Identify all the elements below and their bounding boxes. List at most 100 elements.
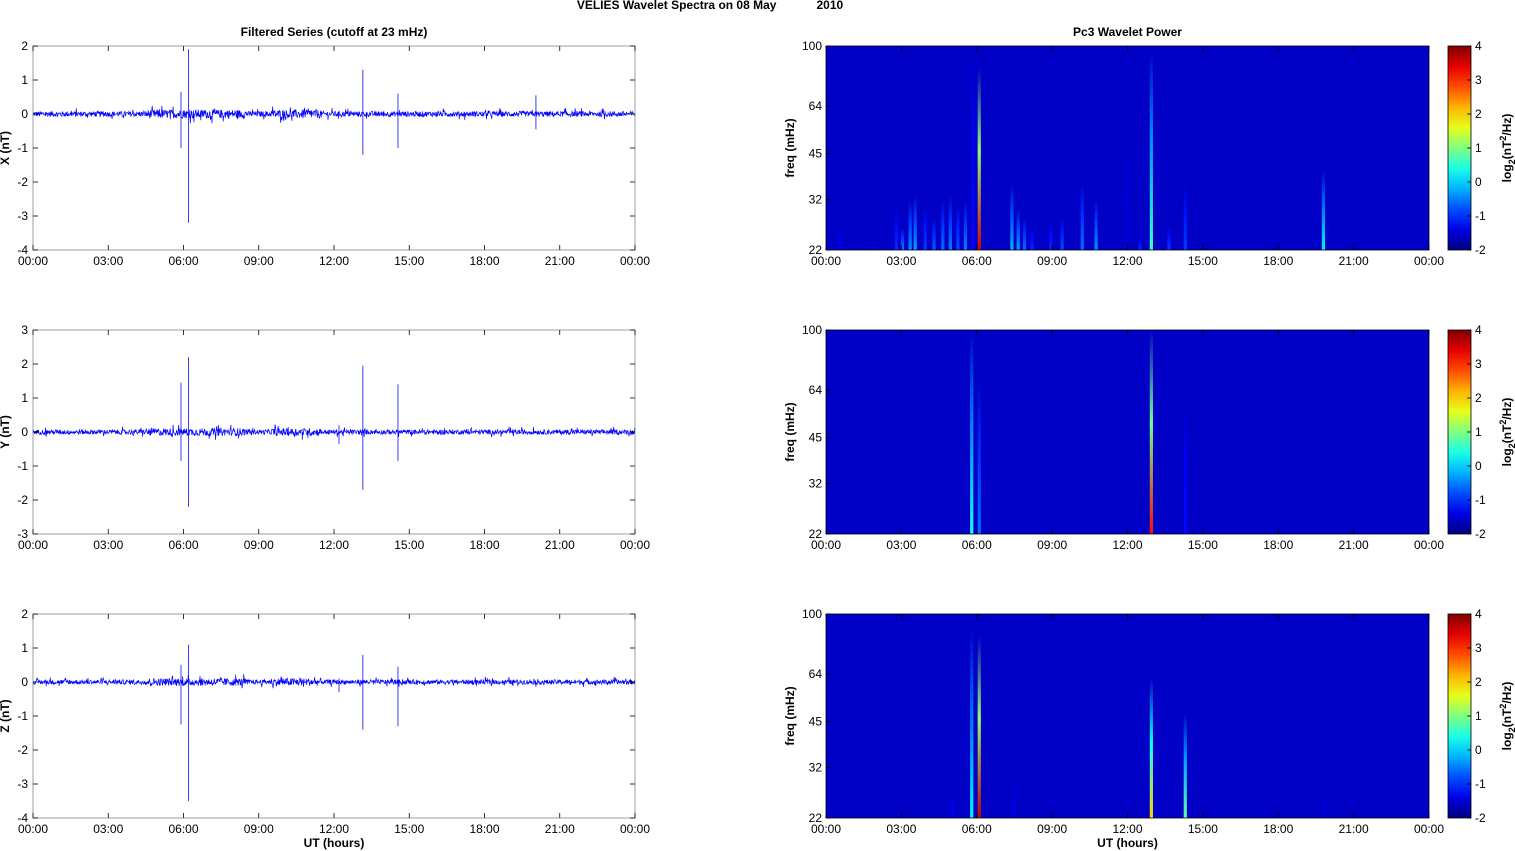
power-streak	[1060, 217, 1064, 250]
x-tick-label: 21:00	[1339, 538, 1369, 552]
y-tick-label: -1	[17, 459, 28, 473]
colorbar-label: log2(nT2/Hz)	[1498, 398, 1515, 467]
y-tick-label: 1	[21, 641, 28, 655]
power-streak	[901, 227, 905, 250]
y-tick-label: 100	[802, 323, 822, 337]
colorbar-tick-label: 4	[1475, 39, 1482, 53]
x-tick-label: 18:00	[1263, 254, 1293, 268]
colorbar-label-part: (nT	[1500, 708, 1514, 727]
power-streak	[1124, 139, 1128, 250]
power-streak	[977, 378, 981, 534]
y-tick-label: 3	[21, 323, 28, 337]
series-line	[32, 424, 636, 440]
x-tick-label: 12:00	[319, 822, 349, 836]
x-tick-label: 18:00	[469, 254, 499, 268]
y-tick-label: -2	[17, 493, 28, 507]
y-axis-label: freq (mHz)	[783, 686, 797, 745]
y-tick-label: 64	[809, 667, 823, 681]
x-tick-label: 00:00	[811, 822, 841, 836]
power-streak	[951, 795, 955, 818]
colorbar-label-sup: 2	[1498, 420, 1508, 425]
colorbar-tick-label: -2	[1475, 243, 1486, 257]
y-tick-label: -4	[17, 243, 28, 257]
x-tick-label: 09:00	[1037, 538, 1067, 552]
power-streak	[1167, 227, 1171, 250]
x-tick-label: 12:00	[1112, 822, 1142, 836]
x-axis-label: UT (hours)	[304, 836, 365, 850]
x-tick-label: 00:00	[620, 254, 650, 268]
power-streak	[1010, 183, 1014, 250]
power-streak	[1030, 227, 1034, 250]
x-tick-label: 12:00	[1112, 538, 1142, 552]
colorbar-tick-label: 2	[1475, 675, 1482, 689]
colorbar-label-sub: 2	[1507, 159, 1515, 164]
x-tick-label: 15:00	[1188, 822, 1218, 836]
plot-area	[33, 614, 635, 818]
power-streak	[1125, 492, 1130, 534]
power-streak	[941, 199, 945, 250]
power-streak	[838, 227, 842, 250]
power-streak	[963, 199, 968, 250]
colorbar-label-part: /Hz)	[1500, 682, 1514, 704]
colorbar-tick-label: 3	[1475, 73, 1482, 87]
x-tick-label: 15:00	[394, 254, 424, 268]
x-tick-label: 09:00	[244, 254, 274, 268]
series-line	[32, 105, 636, 124]
power-streak	[1012, 785, 1017, 818]
x-tick-label: 06:00	[168, 538, 198, 552]
y-tick-label: 2	[21, 607, 28, 621]
y-tick-label: 22	[809, 243, 823, 257]
y-tick-label: 100	[802, 607, 822, 621]
power-streak	[932, 217, 936, 250]
x-tick-label: 09:00	[244, 822, 274, 836]
x-tick-label: 06:00	[962, 254, 992, 268]
power-streak	[1149, 678, 1153, 818]
x-tick-label: 06:00	[962, 538, 992, 552]
y-tick-label: 64	[809, 99, 823, 113]
colorbar-label: log2(nT2/Hz)	[1498, 682, 1515, 751]
colorbar-tick-label: 3	[1475, 641, 1482, 655]
panel-title: Pc3 Wavelet Power	[1073, 25, 1182, 39]
y-tick-label: -3	[17, 209, 28, 223]
power-streak	[1016, 208, 1020, 250]
line-panel-0: 210-1-2-3-400:00 03:00 06:00 09:00 12:00 15:0…	[0, 25, 650, 268]
colorbar-tick-label: 3	[1475, 357, 1482, 371]
x-tick-label: 03:00	[93, 254, 123, 268]
y-tick-label: -3	[17, 527, 28, 541]
colorbar-label-part: (nT	[1500, 424, 1514, 443]
x-tick-label: 00:00	[620, 822, 650, 836]
y-tick-label: 1	[21, 73, 28, 87]
power-streak	[977, 635, 981, 818]
y-tick-label: 32	[809, 477, 823, 491]
colorbar-tick-label: -1	[1475, 777, 1486, 791]
x-tick-label: 06:00	[962, 822, 992, 836]
power-streak	[1321, 169, 1326, 250]
colorbar-label: log2(nT2/Hz)	[1498, 114, 1515, 183]
x-tick-label: 15:00	[1188, 254, 1218, 268]
x-tick-label: 06:00	[168, 254, 198, 268]
colorbar-label-sub: 2	[1507, 727, 1515, 732]
y-tick-label: 0	[21, 425, 28, 439]
series-line	[32, 674, 636, 689]
colorbar-tick-label: -2	[1475, 527, 1486, 541]
power-streak	[1045, 522, 1049, 534]
colorbar-tick-label: 2	[1475, 391, 1482, 405]
x-tick-label: 00:00	[620, 538, 650, 552]
colorbar-tick-label: 1	[1475, 141, 1482, 155]
power-streak	[1080, 183, 1084, 250]
y-tick-label: 45	[809, 431, 823, 445]
power-streak	[948, 195, 952, 250]
y-tick-label: 22	[809, 811, 823, 825]
power-streak	[1049, 222, 1053, 250]
y-tick-label: -1	[17, 141, 28, 155]
y-axis-label: Y (nT)	[0, 415, 12, 449]
power-streak	[1149, 330, 1153, 534]
line-panel-2: 210-1-2-3-400:00 03:00 06:00 09:00 12:00 15:0…	[0, 607, 650, 850]
y-tick-label: -2	[17, 743, 28, 757]
y-tick-label: -3	[17, 777, 28, 791]
power-streak	[1138, 238, 1142, 250]
